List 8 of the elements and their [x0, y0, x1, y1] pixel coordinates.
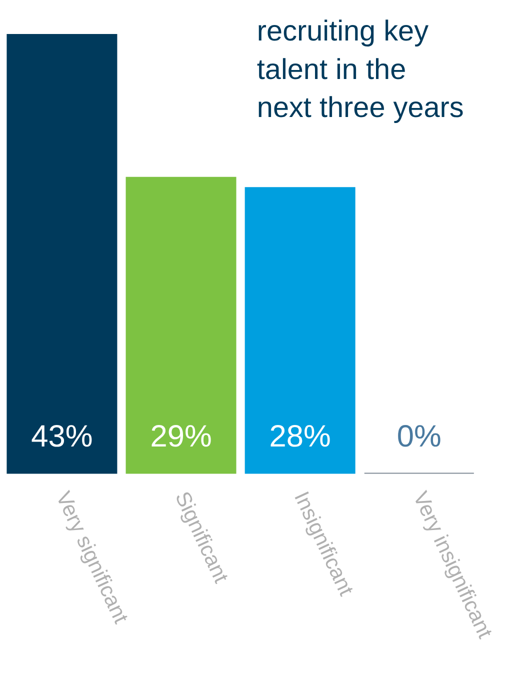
data-label: 28%	[269, 418, 331, 454]
text: recruiting key talent in the next three years	[256, 15, 464, 124]
data-label: 0%	[396, 418, 442, 454]
bar	[6, 34, 118, 474]
data-label: 43%	[31, 418, 93, 454]
bar	[244, 187, 356, 474]
data-label: 29%	[150, 418, 212, 454]
bar	[126, 176, 236, 474]
